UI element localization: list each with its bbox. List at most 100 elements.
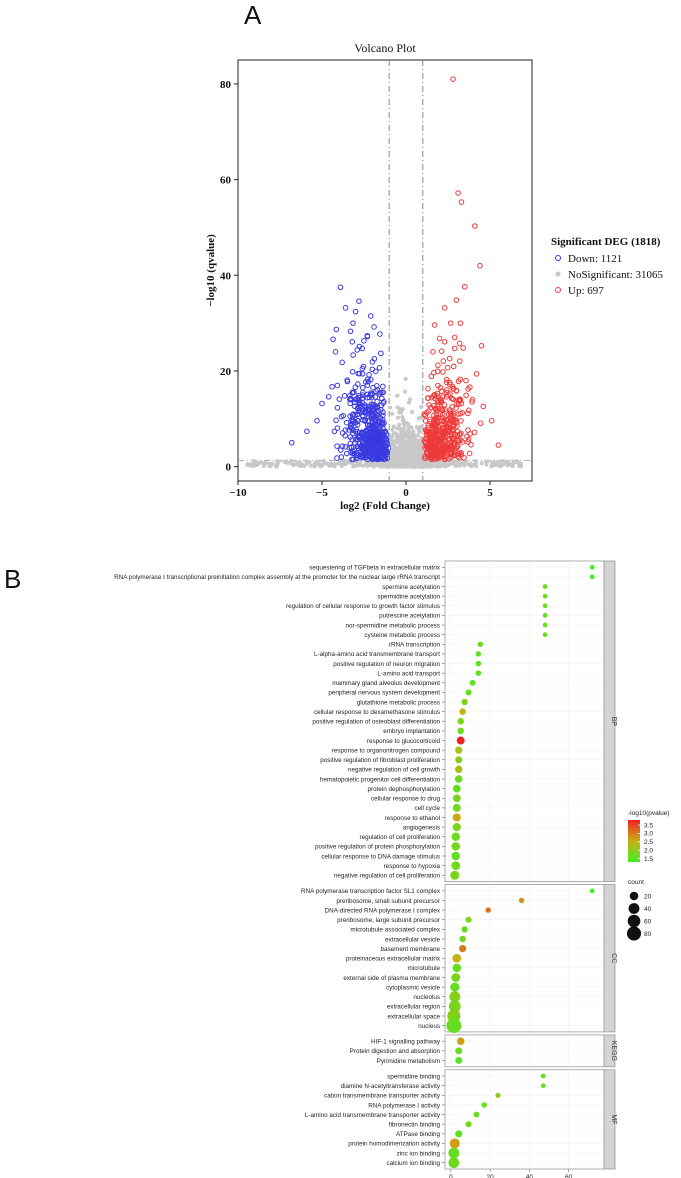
down-regulated-point [350, 352, 356, 358]
up-regulated-point [480, 403, 487, 410]
term-label: cellular response to drug [371, 796, 440, 803]
nonsignificant-point [405, 450, 410, 455]
nonsignificant-point [399, 433, 404, 439]
nonsignificant-point [390, 427, 395, 432]
term-label: extracellular vesicle [385, 936, 440, 943]
nonsignificant-point [274, 464, 279, 469]
nonsignificant-point [261, 461, 266, 466]
up-regulated-point [431, 322, 438, 328]
down-regulated-point [374, 456, 380, 463]
down-regulated-point [354, 347, 361, 353]
nonsignificant-point [393, 431, 398, 436]
up-regulated-point [443, 376, 450, 383]
term-dot [450, 982, 460, 992]
term-label: extracellular space [388, 1013, 441, 1020]
up-regulated-point [454, 437, 461, 444]
up-regulated-point [466, 450, 473, 457]
legend-entry-label: NoSignificant: 31065 [568, 269, 664, 281]
term-label: proteinaceous extracellular matrix [346, 956, 441, 963]
down-regulated-point [319, 400, 325, 407]
down-regulated-point [334, 404, 341, 411]
up-regulated-point [451, 345, 458, 352]
down-regulated-point [288, 439, 295, 446]
down-regulated-point [338, 413, 345, 420]
up-regulated-point [439, 451, 445, 457]
facet-strip-label: BP [610, 717, 617, 727]
size-legend-dot [626, 926, 642, 941]
down-regulated-point [367, 313, 374, 319]
nonsignificant-point [413, 441, 419, 447]
color-legend-bar [628, 820, 640, 862]
up-regulated-point [435, 362, 441, 369]
down-regulated-point [370, 440, 377, 447]
up-regulated-point [448, 417, 454, 424]
nonsignificant-point [269, 463, 274, 468]
down-regulated-point [375, 407, 381, 414]
down-regulated-point [373, 448, 380, 454]
up-regulated-point [450, 363, 457, 370]
nonsignificant-point [489, 464, 494, 469]
up-regulated-point [472, 223, 478, 229]
up-regulated-point [434, 418, 441, 424]
facet-strip-label: CC [610, 953, 617, 963]
term-label: hematopoietic progenitor cell differenti… [320, 776, 440, 783]
down-regulated-point [371, 448, 377, 454]
nonsignificant-point [397, 439, 402, 444]
down-regulated-point [352, 399, 358, 406]
nonsignificant-point [308, 463, 313, 468]
down-regulated-point [373, 388, 379, 395]
down-regulated-point [369, 422, 376, 429]
down-regulated-point [362, 436, 368, 443]
term-label: microtubule [407, 965, 440, 972]
nonsignificant-point [403, 439, 408, 444]
term-dot [448, 1147, 460, 1159]
nonsignificant-point [401, 418, 406, 423]
up-regulated-point [477, 420, 484, 426]
term-label: L-amino acid transport [377, 670, 440, 677]
up-regulated-point [478, 342, 485, 349]
legend-entry-label: Up: 697 [568, 285, 604, 297]
term-dot [451, 851, 461, 861]
term-label: negative regulation of cell growth [348, 767, 441, 774]
down-regulated-point [380, 383, 386, 390]
down-regulated-point [337, 447, 344, 453]
term-label: cellular response to DNA damage stimulus [321, 853, 440, 860]
down-regulated-point [370, 384, 376, 391]
down-regulated-point [372, 431, 379, 438]
up-regulated-point [449, 428, 456, 435]
up-regulated-point [495, 442, 502, 448]
down-regulated-point [347, 396, 353, 403]
term-label: L-alpha-amino acid transmembrane transpo… [314, 651, 440, 658]
nonsignificant-point [396, 422, 402, 427]
term-dot [449, 991, 461, 1003]
down-regulated-point [366, 452, 373, 459]
down-regulated-point [329, 383, 335, 390]
up-regulated-point [446, 436, 453, 442]
up-regulated-point [451, 452, 457, 459]
up-regulated-point [422, 455, 428, 462]
up-regulated-point [444, 389, 450, 396]
term-label: cellular response to dexamethasone stimu… [314, 709, 440, 716]
term-dot [448, 1000, 461, 1013]
nonsignificant-point [358, 460, 363, 465]
nonsignificant-point [397, 464, 402, 469]
nonsignificant-point [307, 460, 312, 465]
nonsignificant-point [314, 460, 319, 465]
up-regulated-point [459, 439, 466, 445]
term-dot [452, 803, 461, 812]
nonsignificant-point [403, 376, 408, 382]
down-regulated-point [369, 359, 376, 365]
nonsignificant-point [392, 441, 398, 446]
up-regulated-point [450, 76, 456, 82]
nonsignificant-point [410, 409, 415, 415]
nonsignificant-point [473, 462, 478, 467]
nonsignificant-point [419, 404, 424, 409]
legend-swatch [555, 255, 561, 261]
term-dot [469, 679, 476, 686]
nonsignificant-point [312, 464, 317, 469]
down-regulated-point [359, 370, 366, 377]
nonsignificant-point [484, 459, 489, 464]
down-regulated-point [369, 425, 376, 431]
up-regulated-point [457, 320, 464, 326]
